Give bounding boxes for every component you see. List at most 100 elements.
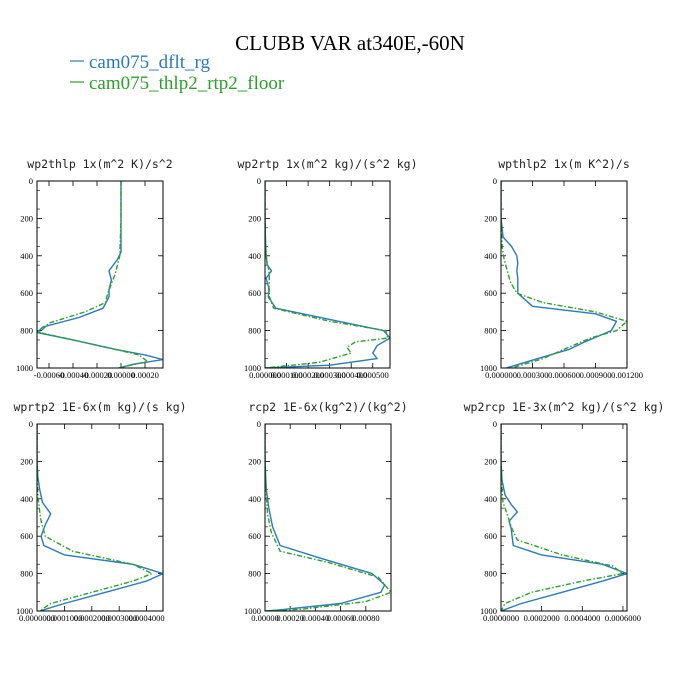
y-tick-label: 1000	[244, 606, 261, 616]
y-tick-label: 400	[20, 251, 33, 261]
series-line-1	[501, 424, 627, 611]
x-tick-label: 0.0002000	[524, 613, 560, 623]
panels-grid: wp2thlp 1x(m^2 K)/s^202004006008001000-0…	[13, 157, 664, 623]
panel-frame	[36, 180, 164, 369]
series-line-2	[37, 424, 153, 611]
x-tick-label: 0.001200	[611, 370, 643, 380]
x-tick-label: 0.000300	[517, 370, 549, 380]
y-tick-label: 400	[484, 251, 497, 261]
series-line-2	[265, 424, 391, 611]
x-tick-label: 0.0002000	[74, 613, 110, 623]
series-line-1	[37, 424, 163, 611]
x-tick-label: 0.000000	[249, 370, 281, 380]
y-tick-label: 400	[484, 494, 497, 504]
y-tick-label: 1000	[480, 363, 497, 373]
panel-frame	[500, 180, 628, 369]
panel-title: wpthlp2 1x(m K^2)/s	[498, 157, 630, 171]
y-tick-label: 600	[20, 531, 33, 541]
panel-title: rcp2 1E-6x(kg^2)/(kg^2)	[248, 400, 407, 414]
y-tick-label: 0	[257, 419, 261, 429]
x-tick-label: 0.0001000	[46, 613, 82, 623]
y-tick-label: 200	[484, 213, 497, 223]
x-tick-label: 0.0000000	[483, 613, 519, 623]
panel-frame	[264, 423, 392, 612]
y-tick-label: 0	[257, 176, 261, 186]
y-tick-label: 0	[29, 419, 33, 429]
x-tick-label: 0.00060	[327, 613, 355, 623]
x-tick-label: 0.000000	[485, 370, 517, 380]
legend-label-1: cam075_dflt_rg	[89, 52, 211, 73]
y-tick-label: 600	[484, 531, 497, 541]
x-tick-label: 0.0004000	[564, 613, 600, 623]
y-tick-label: 800	[248, 569, 261, 579]
panel-title: wp2rcp 1E-3x(m^2 kg)/(s^2 kg)	[464, 400, 665, 414]
y-tick-label: 800	[248, 326, 261, 336]
panel-title: wp2thlp 1x(m^2 K)/s^2	[27, 157, 172, 171]
series-line-2	[501, 424, 624, 611]
x-tick-label: 0.00080	[352, 613, 380, 623]
figure-title: CLUBB VAR at340E,-60N	[235, 31, 465, 55]
x-tick-label: 0.000600	[548, 370, 580, 380]
x-tick-label: -0.00020	[82, 370, 112, 380]
chart-panel-3: wpthlp2 1x(m K^2)/s020040060080010000.00…	[480, 157, 643, 380]
y-tick-label: 1000	[480, 606, 497, 616]
panel-frame	[264, 180, 391, 369]
y-tick-label: 200	[484, 456, 497, 466]
x-tick-label: 0.00020	[131, 370, 159, 380]
series-line-1	[37, 181, 163, 368]
y-tick-label: 800	[484, 326, 497, 336]
x-tick-label: 0.0003000	[101, 613, 137, 623]
x-tick-label: 0.000500	[357, 370, 389, 380]
x-tick-label: -0.00060	[34, 370, 64, 380]
x-tick-label: 0.000200	[292, 370, 324, 380]
y-tick-label: 400	[20, 494, 33, 504]
x-tick-label: 0.00000	[251, 613, 279, 623]
panel-title: wp2rtp 1x(m^2 kg)/(s^2 kg)	[237, 157, 417, 171]
y-tick-label: 600	[20, 288, 33, 298]
y-tick-label: 0	[493, 176, 497, 186]
y-tick-label: 400	[248, 251, 261, 261]
x-tick-label: 0.000100	[271, 370, 303, 380]
x-tick-label: 0.0004000	[129, 613, 165, 623]
x-tick-label: -0.00040	[58, 370, 88, 380]
x-tick-label: 0.000400	[335, 370, 367, 380]
y-tick-label: 1000	[16, 363, 33, 373]
y-tick-label: 400	[248, 494, 261, 504]
chart-panel-5: rcp2 1E-6x(kg^2)/(kg^2) 0 200 400 600 800 1000…	[244, 400, 408, 623]
series-line-2	[265, 181, 389, 368]
y-tick-label: 200	[248, 456, 261, 466]
y-tick-label: 200	[20, 456, 33, 466]
y-tick-label: 0	[493, 419, 497, 429]
legend: cam075_dflt_rg cam075_thlp2_rtp2_floor	[70, 52, 285, 94]
legend-label-2: cam075_thlp2_rtp2_floor	[89, 73, 285, 94]
y-tick-label: 600	[484, 288, 497, 298]
panel-frame	[36, 423, 164, 612]
x-tick-label: 0.0006000	[605, 613, 641, 623]
chart-panel-1: wp2thlp 1x(m^2 K)/s^202004006008001000-0…	[16, 157, 173, 380]
chart-panel-6: wp2rcp 1E-3x(m^2 kg)/(s^2 kg) 0 200 400 600 8…	[464, 400, 665, 623]
x-tick-label: 0.00040	[302, 613, 330, 623]
chart-panel-2: wp2rtp 1x(m^2 kg)/(s^2 kg) 0 200 400 600 800 1…	[237, 157, 417, 380]
y-tick-label: 800	[20, 326, 33, 336]
x-tick-label: 0.00020	[276, 613, 304, 623]
x-tick-label: 0.000300	[314, 370, 346, 380]
panel-title: wprtp2 1E-6x(m kg)/(s kg)	[13, 400, 186, 414]
x-tick-label: 0.0000000	[19, 613, 55, 623]
y-tick-label: 800	[20, 569, 33, 579]
panel-frame	[500, 423, 628, 612]
y-tick-label: 200	[248, 213, 261, 223]
series-line-1	[265, 424, 386, 611]
y-tick-label: 800	[484, 569, 497, 579]
y-tick-label: 1000	[244, 363, 261, 373]
x-tick-label: 0.000900	[580, 370, 612, 380]
series-line-2	[501, 181, 627, 368]
series-line-1	[501, 181, 618, 368]
x-tick-label: 0.00000	[107, 370, 135, 380]
y-tick-label: 200	[20, 213, 33, 223]
y-tick-label: 0	[29, 176, 33, 186]
series-line-2	[38, 181, 149, 368]
y-tick-label: 600	[248, 531, 261, 541]
y-tick-label: 1000	[16, 606, 33, 616]
chart-panel-4: wprtp2 1E-6x(m kg)/(s kg) 0 200 400 600 800 10…	[13, 400, 186, 623]
